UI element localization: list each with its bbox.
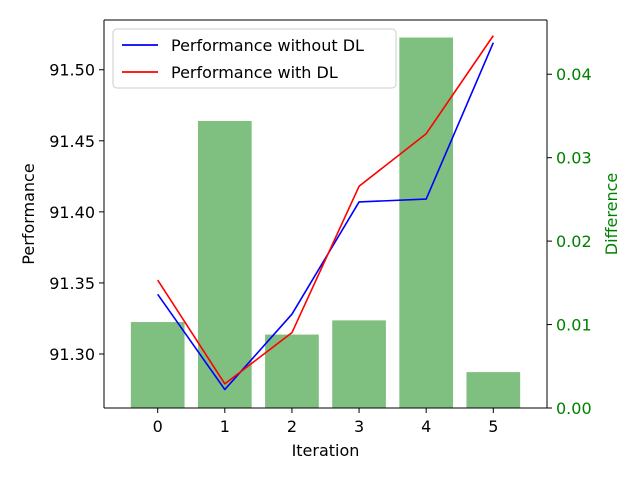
axes-layer: 0 1 2 3 4 5 91.30 91.35 91.40 91.45 91.50 0.00 0.01 0…	[19, 19, 621, 460]
difference-bar-3	[332, 320, 386, 408]
left-tick-label-0: 91.30	[49, 345, 95, 364]
difference-bar-0	[130, 322, 185, 408]
bars-layer	[130, 37, 521, 408]
lines-layer	[157, 35, 495, 391]
legend-label-0: Performance without DL	[171, 36, 364, 55]
difference-bar-2	[265, 334, 319, 408]
right-tick-label-1: 0.01	[556, 316, 592, 335]
right-tick-label-3: 0.03	[556, 149, 592, 168]
x-tick-label-2: 2	[287, 417, 297, 436]
x-tick-label-4: 4	[421, 417, 431, 436]
x-tick-label-0: 0	[153, 417, 163, 436]
x-tick-label-1: 1	[220, 417, 230, 436]
left-tick-label-3: 91.45	[49, 132, 95, 151]
difference-bar-5	[466, 372, 521, 408]
legend-label-1: Performance with DL	[171, 63, 338, 82]
right-tick-label-4: 0.04	[556, 65, 592, 84]
left-tick-label-4: 91.50	[49, 61, 95, 80]
left-tick-label-2: 91.40	[49, 203, 95, 222]
legend: Performance without DL Performance with D…	[112, 28, 397, 89]
x-tick-label-5: 5	[488, 417, 498, 436]
right-tick-label-0: 0.00	[556, 399, 592, 418]
x-tick-label-3: 3	[354, 417, 364, 436]
series-line-with-dl	[157, 35, 494, 385]
x-axis-label: Iteration	[292, 441, 360, 460]
left-tick-label-1: 91.35	[49, 274, 95, 293]
left-y-axis-label: Performance	[19, 163, 38, 264]
right-y-axis-label: Difference	[602, 173, 621, 255]
legend-box	[112, 28, 397, 89]
difference-bar-1	[197, 120, 252, 408]
right-tick-label-2: 0.02	[556, 232, 592, 251]
difference-bar-4	[399, 37, 454, 408]
